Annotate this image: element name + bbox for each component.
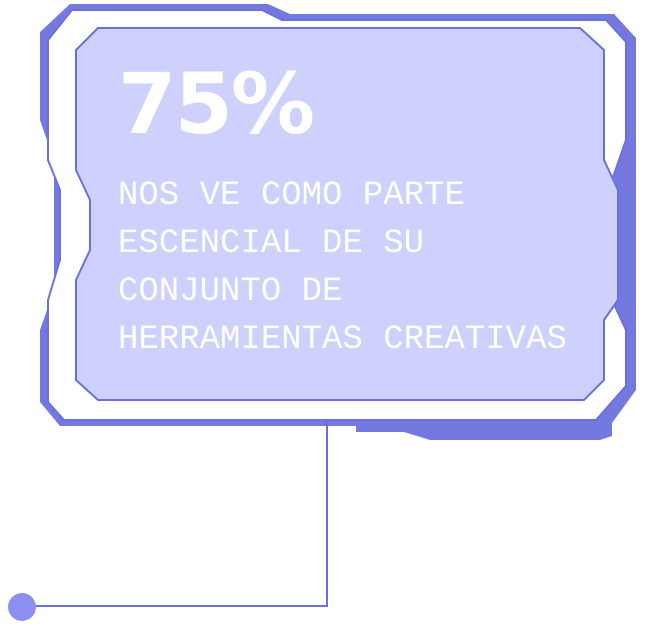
stat-caption-line: HERRAMIENTAS CREATIVAS [118,321,567,359]
stat-caption-line: CONJUNTO DE [118,273,343,311]
stat-caption-line: NOS VE COMO PARTE [118,177,465,215]
connector-line [32,421,328,607]
frame-panel [75,27,619,401]
stat-caption: NOS VE COMO PARTE ESCENCIAL DE SU CONJUN… [118,172,598,364]
stat-value: 75% [118,55,315,153]
frame-tab [356,414,612,440]
connector-dot [8,593,36,621]
stat-block: 75% NOS VE COMO PARTE ESCENCIAL DE SU CO… [118,58,598,364]
stat-caption-line: ESCENCIAL DE SU [118,225,425,263]
